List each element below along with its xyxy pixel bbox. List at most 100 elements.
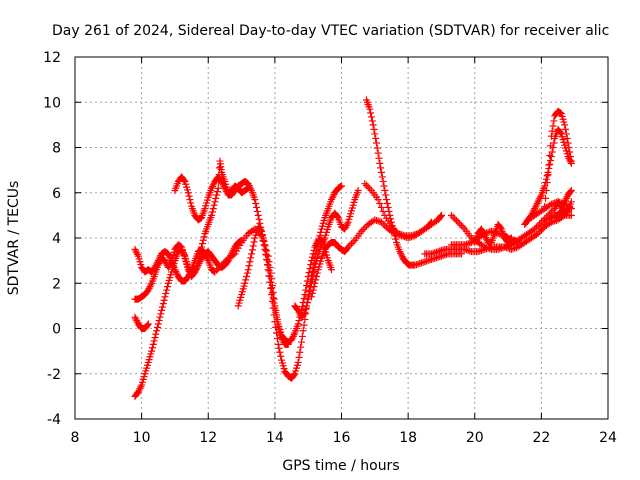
data-point: [329, 192, 337, 200]
data-point: [382, 196, 390, 204]
data-point: [159, 300, 167, 308]
series-track-a: [131, 313, 152, 332]
data-point: [144, 286, 152, 294]
data-point: [273, 318, 281, 326]
data-point: [148, 347, 156, 355]
series-track-f: [234, 223, 292, 348]
data-point: [564, 139, 572, 147]
data-point: [135, 386, 143, 394]
data-point: [379, 207, 387, 215]
data-point: [381, 186, 389, 194]
data-point: [257, 226, 265, 234]
data-point: [567, 157, 575, 165]
data-point: [546, 201, 554, 209]
data-point: [222, 186, 230, 194]
data-point: [149, 340, 157, 348]
data-point: [532, 203, 540, 211]
data-point: [221, 184, 229, 192]
data-point: [253, 203, 261, 211]
data-point: [547, 132, 555, 140]
data-point: [211, 198, 219, 206]
data-point: [478, 227, 486, 235]
data-point: [275, 344, 283, 352]
data-point: [132, 247, 140, 255]
data-point: [213, 191, 221, 199]
data-point: [155, 317, 163, 325]
data-point: [383, 199, 391, 207]
data-point: [131, 245, 139, 253]
y-tick-label: 4: [52, 231, 61, 247]
data-point: [261, 241, 269, 249]
data-point: [158, 303, 166, 311]
data-point: [186, 196, 194, 204]
data-point: [377, 203, 385, 211]
series-track-d: [171, 173, 345, 382]
data-point: [328, 266, 336, 274]
data-point: [220, 183, 228, 191]
data-points: [131, 96, 575, 400]
data-point: [532, 201, 540, 209]
data-point: [251, 196, 259, 204]
data-point: [311, 279, 319, 287]
data-point: [215, 164, 223, 172]
data-point: [162, 289, 170, 297]
data-point: [224, 257, 232, 265]
data-point: [309, 286, 317, 294]
data-point: [550, 117, 558, 125]
data-point: [548, 127, 556, 135]
data-point: [376, 159, 384, 167]
data-point: [218, 177, 226, 185]
data-point: [366, 185, 374, 193]
data-point: [226, 253, 234, 261]
data-point: [479, 228, 487, 236]
data-point: [295, 353, 303, 361]
data-point: [562, 130, 570, 138]
data-point: [563, 134, 571, 142]
data-point: [228, 250, 236, 258]
x-tick-label: 24: [599, 430, 617, 446]
data-point: [154, 320, 162, 328]
data-point: [303, 282, 311, 290]
data-point: [451, 215, 459, 223]
data-point: [397, 251, 405, 259]
data-point: [300, 321, 308, 329]
data-point: [260, 237, 268, 245]
data-point: [533, 199, 541, 207]
y-tick-label: 0: [52, 322, 61, 338]
data-point: [374, 149, 382, 157]
data-point: [497, 224, 505, 232]
data-point: [263, 251, 271, 259]
data-point: [178, 245, 186, 253]
data-point: [328, 196, 336, 204]
data-point: [151, 334, 159, 342]
data-point: [247, 185, 255, 193]
data-point: [158, 306, 166, 314]
data-point: [249, 242, 257, 250]
data-point: [343, 220, 351, 228]
data-point: [479, 242, 487, 250]
data-point: [377, 218, 385, 226]
data-point: [480, 230, 488, 238]
data-point: [184, 189, 192, 197]
data-point: [482, 233, 490, 241]
data-point: [288, 334, 296, 342]
chart-title: Day 261 of 2024, Sidereal Day-to-day VTE…: [52, 23, 609, 39]
x-axis-label: GPS time / hours: [282, 458, 399, 474]
data-point: [273, 329, 281, 337]
data-point: [359, 226, 367, 234]
data-point: [185, 192, 193, 200]
data-point: [308, 289, 316, 297]
data-point: [218, 179, 226, 187]
data-point: [185, 265, 193, 273]
data-point: [258, 231, 266, 239]
data-point: [193, 263, 201, 271]
data-point: [534, 222, 542, 230]
data-point: [209, 181, 217, 189]
data-point: [266, 272, 274, 280]
series-track-s: [527, 198, 575, 222]
data-point: [238, 236, 246, 244]
data-point: [530, 206, 538, 214]
data-point: [299, 327, 307, 335]
series-track-q: [541, 107, 575, 210]
